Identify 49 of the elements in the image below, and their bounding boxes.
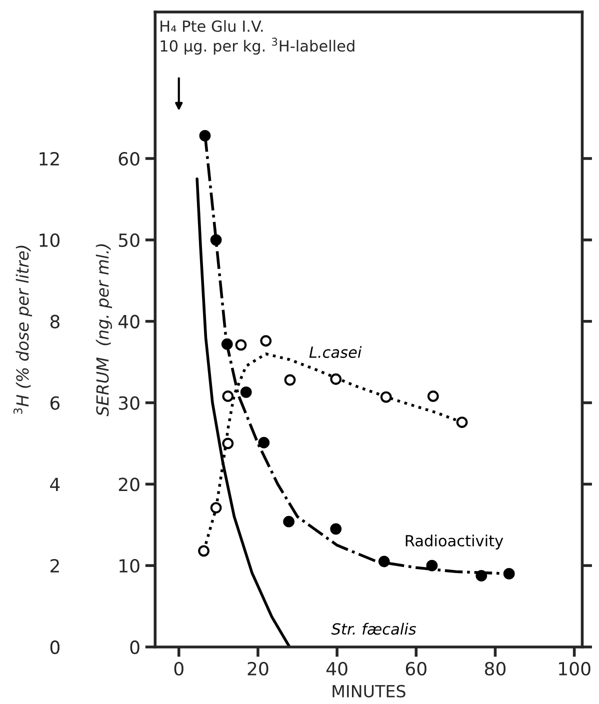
x-tick-label: 60	[406, 662, 426, 676]
point	[199, 130, 211, 142]
x-axis-title: MINUTES	[332, 684, 406, 698]
y2-tick-label: 4	[50, 478, 60, 492]
point	[210, 502, 222, 514]
y-tick-label: 40	[118, 314, 140, 328]
point	[240, 386, 252, 398]
x-tick-label: 40	[326, 662, 348, 676]
y2-tick-label: 8	[50, 314, 60, 328]
y2-tick-label: 6	[50, 396, 60, 410]
point	[260, 335, 272, 347]
point	[258, 436, 270, 448]
point	[283, 516, 295, 528]
point	[221, 338, 233, 350]
y-tick-label: 0	[130, 640, 140, 654]
y2-axis-title: $^{3}$H (% dose per litre)	[14, 246, 32, 414]
y2-tick-label: 10	[40, 233, 60, 248]
y2-tick-label: 0	[50, 640, 60, 654]
point	[330, 373, 342, 385]
x-tick-label: 20	[248, 662, 268, 676]
x-tick-label: 0	[174, 662, 184, 676]
x-tick-label: 100	[559, 662, 590, 676]
series-label: L.casei	[309, 346, 362, 358]
point	[222, 390, 234, 402]
y-tick-label: 10	[120, 559, 140, 573]
point	[427, 390, 439, 402]
y2-tick-label: 2	[50, 559, 59, 572]
point	[330, 523, 342, 535]
series-label: Radioactivity	[406, 534, 504, 550]
y-tick-label: 20	[118, 478, 140, 492]
point	[210, 234, 222, 246]
y-tick-label: 60	[118, 152, 140, 166]
annotation: H₄ Pte Glu I.V. 10 µg. per kg. $^{3}$H-labelled	[160, 20, 354, 55]
point	[222, 438, 234, 450]
y-tick-label: 30	[118, 396, 140, 410]
y2-tick-label: 12	[40, 152, 59, 166]
point	[456, 416, 468, 428]
point	[426, 560, 438, 572]
point	[378, 556, 390, 568]
point	[476, 570, 488, 582]
point	[380, 391, 392, 403]
y-tick-label: 50	[118, 233, 140, 248]
x-tick-label: 80	[484, 662, 506, 676]
point	[284, 374, 296, 386]
y-axis-title: SERUM (ng. per ml.)	[96, 244, 112, 416]
point	[198, 545, 210, 557]
text: Str. fæcalis	[331, 622, 416, 635]
point	[235, 339, 247, 351]
point	[503, 568, 515, 580]
